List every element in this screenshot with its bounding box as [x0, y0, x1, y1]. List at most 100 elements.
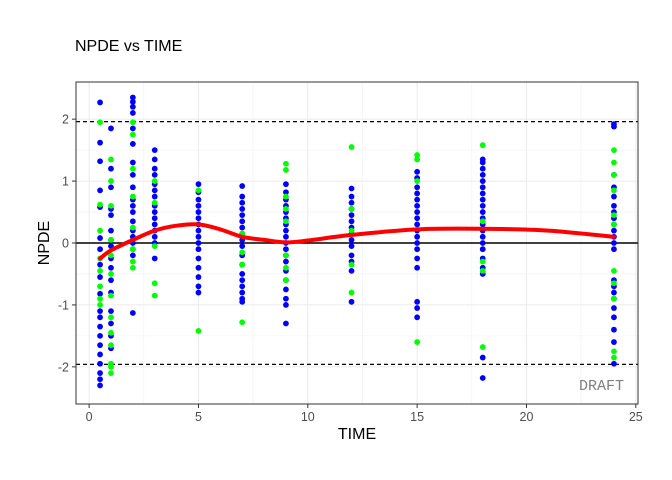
y-tick-label: 0: [62, 237, 69, 251]
data-point: [414, 264, 421, 271]
data-point: [151, 209, 158, 215]
data-point: [129, 252, 136, 259]
data-point: [108, 342, 114, 349]
data-point: [414, 215, 421, 222]
data-point: [611, 227, 617, 234]
data-point: [129, 103, 136, 110]
data-point: [195, 289, 202, 296]
smoother: [98, 222, 616, 261]
data-point: [479, 267, 486, 274]
data-point: [97, 351, 103, 358]
data-point: [108, 212, 114, 219]
data-point: [414, 196, 421, 203]
y-tick-label: -2: [58, 360, 69, 374]
data-point: [283, 167, 289, 173]
data-point: [97, 201, 103, 208]
data-point: [348, 199, 355, 206]
data-point: [348, 212, 355, 219]
draft-watermark: DRAFT: [579, 378, 624, 395]
data-point: [348, 261, 355, 268]
data-point: [195, 274, 202, 280]
data-point: [414, 233, 421, 240]
data-point: [239, 212, 246, 219]
data-point: [97, 332, 103, 339]
data-point: [97, 235, 103, 241]
data-point: [414, 339, 421, 345]
data-point: [97, 370, 103, 376]
data-point: [108, 314, 114, 321]
data-point: [97, 158, 103, 165]
data-point: [108, 370, 114, 376]
data-point: [151, 199, 158, 206]
data-point: [129, 246, 136, 253]
data-point: [97, 227, 103, 234]
data-point: [97, 314, 103, 321]
data-point: [151, 221, 158, 228]
data-point: [129, 258, 136, 265]
data-point: [129, 218, 136, 225]
data-point: [239, 298, 246, 305]
data-point: [479, 233, 486, 240]
data-point: [97, 99, 103, 106]
x-tick-label: 0: [86, 410, 93, 424]
data-point: [129, 209, 136, 215]
data-point: [129, 110, 136, 116]
data-point: [129, 131, 136, 138]
data-point: [97, 246, 103, 253]
data-point: [195, 255, 202, 262]
data-point: [414, 156, 421, 163]
data-point: [129, 310, 136, 316]
data-point: [611, 187, 617, 194]
data-point: [108, 227, 114, 234]
data-point: [151, 243, 158, 249]
data-point: [239, 183, 246, 189]
data-point: [129, 165, 136, 172]
x-tick-label: 25: [629, 410, 643, 424]
data-point: [108, 292, 114, 299]
data-point: [151, 156, 158, 163]
data-point: [611, 193, 617, 200]
data-point: [611, 159, 617, 166]
data-point: [97, 382, 103, 389]
data-point: [151, 280, 158, 287]
data-point: [151, 147, 158, 154]
data-point: [348, 267, 355, 274]
data-point: [283, 193, 289, 200]
data-point: [239, 199, 246, 206]
data-point: [414, 152, 421, 158]
data-point: [611, 305, 617, 311]
data-point: [239, 218, 246, 225]
data-point: [108, 308, 114, 315]
x-tick-label: 5: [195, 410, 202, 424]
data-point: [479, 184, 486, 191]
data-point: [97, 376, 103, 383]
data-point: [414, 178, 421, 184]
y-tick-label: 1: [62, 175, 69, 189]
data-point: [348, 144, 355, 150]
data-point: [348, 206, 355, 212]
data-point: [414, 305, 421, 311]
data-point: [414, 190, 421, 197]
data-point: [348, 252, 355, 259]
data-point: [239, 206, 246, 212]
data-point: [479, 218, 486, 225]
data-point: [611, 348, 617, 355]
data-point: [195, 215, 202, 222]
data-point: [479, 344, 486, 350]
data-point: [108, 202, 114, 209]
data-point: [611, 326, 617, 333]
data-point: [283, 258, 289, 265]
data-point: [195, 328, 202, 334]
data-point: [239, 249, 246, 256]
data-point: [479, 159, 486, 166]
data-point: [283, 320, 289, 327]
data-point: [195, 187, 202, 194]
data-point: [108, 329, 114, 336]
data-point: [611, 267, 617, 274]
data-point: [239, 224, 246, 231]
data-point: [414, 168, 421, 175]
data-point: [151, 178, 158, 184]
data-point: [129, 264, 136, 271]
data-point: [414, 209, 421, 215]
